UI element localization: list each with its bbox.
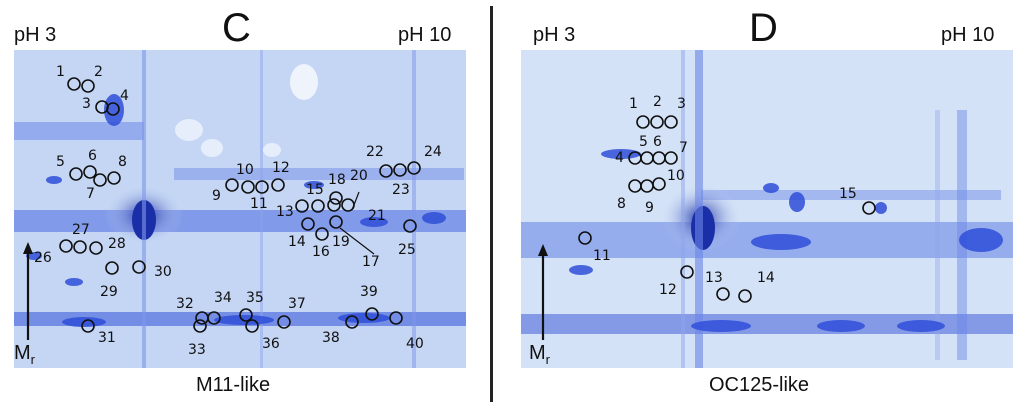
spot-label-6: 6 xyxy=(653,134,662,150)
spot-label-26: 26 xyxy=(34,250,52,266)
spot-label-16: 16 xyxy=(312,244,330,260)
spot-label-40: 40 xyxy=(406,336,424,352)
mr-axis-label: Mr xyxy=(529,342,550,367)
spot-label-10: 10 xyxy=(667,168,685,184)
spot-label-5: 5 xyxy=(56,154,65,170)
spot-label-22: 22 xyxy=(366,144,384,160)
spot-label-30: 30 xyxy=(154,264,172,280)
spot-label-14: 14 xyxy=(288,234,306,250)
spot-label-25: 25 xyxy=(398,242,416,258)
spot-label-31: 31 xyxy=(98,330,116,346)
spot-label-14: 14 xyxy=(757,270,775,286)
mr-subscript: r xyxy=(30,352,36,367)
spot-label-36: 36 xyxy=(262,336,280,352)
panel-caption: M11-like xyxy=(196,374,271,396)
mr-text: M xyxy=(14,342,31,364)
spot-label-4: 4 xyxy=(615,150,624,166)
spot-label-1: 1 xyxy=(629,96,638,112)
spot-label-2: 2 xyxy=(94,64,103,80)
panel-divider xyxy=(490,6,493,402)
spot-label-11: 11 xyxy=(593,248,611,264)
panel-c: pH 3 C pH 10 xyxy=(0,0,490,408)
spot-label-38: 38 xyxy=(322,330,340,346)
mr-axis-label: Mr xyxy=(14,342,35,367)
spot-label-8: 8 xyxy=(617,196,626,212)
spot-label-20: 20 xyxy=(350,168,368,184)
spot-label-7: 7 xyxy=(679,140,688,156)
spot-label-24: 24 xyxy=(424,144,442,160)
mr-text: M xyxy=(529,342,546,364)
spot-label-5: 5 xyxy=(639,134,648,150)
spot-label-32: 32 xyxy=(176,296,194,312)
spot-label-9: 9 xyxy=(212,188,221,204)
spot-label-37: 37 xyxy=(288,296,306,312)
gel-image-d: 1 2 3 4 5 6 7 8 9 10 11 12 13 14 15 xyxy=(521,50,1013,368)
spot-label-11: 11 xyxy=(250,196,268,212)
mr-subscript: r xyxy=(545,352,551,367)
spot-label-2: 2 xyxy=(653,94,662,110)
panel-d: pH 3 D pH 10 xyxy=(505,0,1024,408)
spot-label-10: 10 xyxy=(236,162,254,178)
spot-label-4: 4 xyxy=(120,88,129,104)
panel-letter: D xyxy=(749,6,778,50)
spot-label-35: 35 xyxy=(246,290,264,306)
spot-label-15: 15 xyxy=(839,186,857,202)
spot-label-23: 23 xyxy=(392,182,410,198)
spot-label-1: 1 xyxy=(56,64,65,80)
spot-label-9: 9 xyxy=(645,200,654,216)
panel-caption: OC125-like xyxy=(709,374,810,396)
spot-label-29: 29 xyxy=(100,284,118,300)
spot-label-13: 13 xyxy=(705,270,723,286)
spot-label-3: 3 xyxy=(82,96,91,112)
spot-label-33: 33 xyxy=(188,342,206,358)
spot-label-13: 13 xyxy=(276,204,294,220)
spot-label-39: 39 xyxy=(360,284,378,300)
spot-label-17: 17 xyxy=(362,254,380,270)
panel-letter: C xyxy=(222,6,251,50)
ph-right-label: pH 10 xyxy=(941,24,995,46)
spot-label-8: 8 xyxy=(118,154,127,170)
spot-label-27: 27 xyxy=(72,222,90,238)
spot-label-6: 6 xyxy=(88,148,97,164)
spot-label-15: 15 xyxy=(306,182,324,198)
spot-label-7: 7 xyxy=(86,186,95,202)
ph-right-label: pH 10 xyxy=(398,24,452,46)
spot-label-12: 12 xyxy=(272,160,290,176)
spot-label-28: 28 xyxy=(108,236,126,252)
ph-left-label: pH 3 xyxy=(533,24,576,46)
gel-image-c: 1 2 3 4 5 6 7 8 9 10 11 12 13 14 15 16 1… xyxy=(14,50,466,368)
spot-label-21: 21 xyxy=(368,208,386,224)
spot-label-3: 3 xyxy=(677,96,686,112)
spot-label-12: 12 xyxy=(659,282,677,298)
ph-left-label: pH 3 xyxy=(14,24,57,46)
spot-label-34: 34 xyxy=(214,290,232,306)
spot-label-18: 18 xyxy=(328,172,346,188)
spot-label-19: 19 xyxy=(332,234,350,250)
